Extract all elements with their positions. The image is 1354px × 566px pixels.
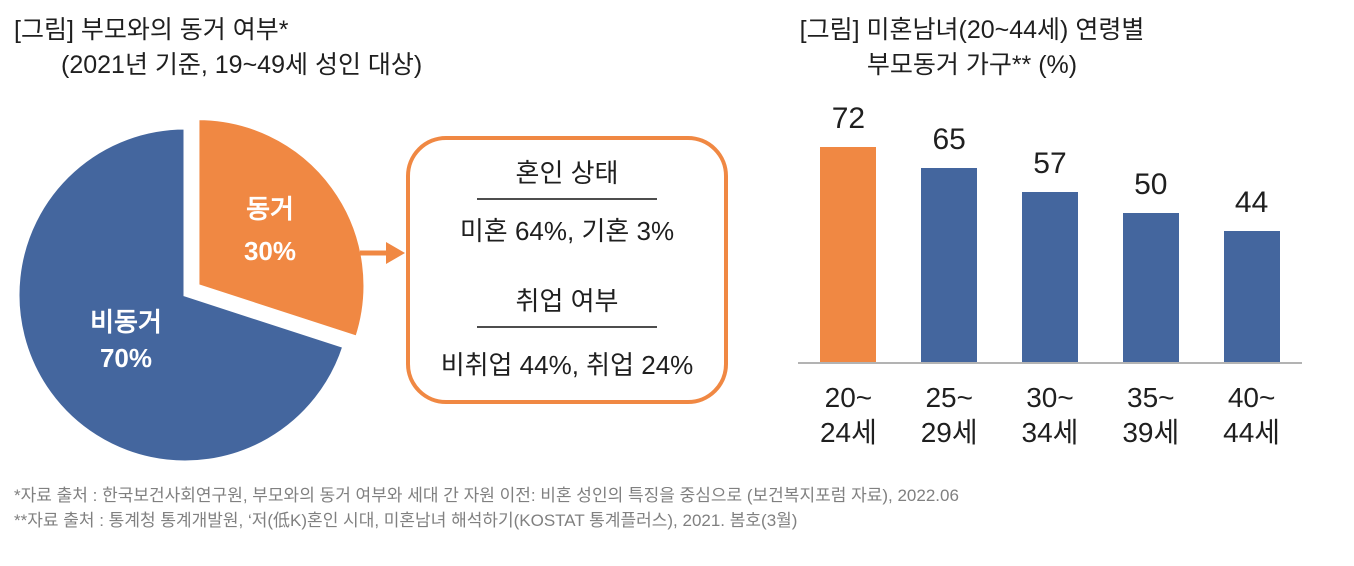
- bar-rect: [1223, 231, 1280, 363]
- category-label-line: 39세: [1122, 417, 1180, 448]
- pie-chart-title-line2: (2021년 기준, 19~49세 성인 대상): [61, 51, 423, 79]
- pie-slice-동거: [196, 117, 367, 340]
- bar-value-label: 72: [831, 102, 866, 135]
- bar-value-label: 65: [932, 123, 966, 156]
- category-label-line: 25~: [925, 382, 973, 413]
- bar-chart: 72 65 57 50 44: [798, 96, 1302, 363]
- bar-chart-title-line2: 부모동거 가구** (%): [866, 51, 1078, 79]
- category-label-line: 35~: [1127, 382, 1175, 413]
- category-label: 25~ 29세: [899, 380, 1000, 450]
- footnote-1: *자료 출처 : 한국보건사회연구원, 부모와의 동거 여부와 세대 간 자원 …: [14, 486, 959, 505]
- category-label-line: 30~: [1026, 382, 1074, 413]
- bar-chart-baseline: [798, 362, 1302, 364]
- footnote-2: **자료 출처 : 통계청 통계개발원, ‘저(低K)혼인 시대, 미혼남녀 해…: [14, 511, 798, 530]
- bar-value-label: 44: [1234, 186, 1269, 219]
- bar-group-25~29세: 65: [899, 96, 1000, 363]
- bar-rect: [1122, 213, 1179, 363]
- callout-marital-title: 혼인 상태: [515, 158, 619, 188]
- callout-rule-1: [477, 198, 657, 200]
- category-label-line: 20~: [824, 382, 873, 413]
- bar-group-20~24세: 72: [798, 96, 899, 363]
- pie-chart-title: [그림] 부모와의 동거 여부* (2021년 기준, 19~49세 성인 대상…: [14, 13, 422, 83]
- category-label: 35~ 39세: [1100, 380, 1201, 450]
- category-label-line: 40~: [1227, 382, 1276, 413]
- bar-rect: [921, 168, 978, 363]
- footnotes: *자료 출처 : 한국보건사회연구원, 부모와의 동거 여부와 세대 간 자원 …: [14, 483, 959, 533]
- bar-chart-title-line1: [그림] 미혼남녀(20~44세) 연령별: [799, 16, 1145, 44]
- bar-rect: [820, 147, 877, 363]
- category-label: 40~ 44세: [1201, 380, 1302, 450]
- bar-group-35~39세: 50: [1100, 96, 1201, 363]
- bar-rect: [1021, 192, 1078, 363]
- bar-group-40~44세: 44: [1201, 96, 1302, 363]
- callout-arrow-head-icon: [386, 242, 405, 264]
- category-label: 20~ 24세: [798, 380, 899, 450]
- category-label: 30~ 34세: [1000, 380, 1101, 450]
- callout-box: 혼인 상태 미혼 64%, 기혼 3% 취업 여부 비취업 44%, 취업 24…: [406, 136, 728, 404]
- bar-value-label: 57: [1033, 147, 1067, 180]
- callout-employment-title: 취업 여부: [515, 286, 619, 316]
- callout-rule-2: [477, 326, 657, 328]
- pie-slice-비동거: [16, 126, 346, 464]
- bar-chart-title: [그림] 미혼남녀(20~44세) 연령별 부모동거 가구** (%): [762, 13, 1182, 83]
- pie-slice-label-비동거-value: 70%: [100, 343, 152, 373]
- pie-chart-title-line1: [그림] 부모와의 동거 여부*: [14, 16, 289, 44]
- pie-slice-label-동거: 동거: [246, 194, 294, 224]
- callout-employment-value: 비취업 44%, 취업 24%: [440, 350, 694, 380]
- bar-group-30~34세: 57: [1000, 96, 1101, 363]
- category-label-line: 44세: [1223, 417, 1281, 448]
- pie-slice-label-비동거: 비동거: [90, 307, 162, 337]
- category-label-line: 29세: [920, 417, 978, 448]
- pie-chart: 동거 30% 비동거 70%: [16, 117, 405, 464]
- bar-value-label: 50: [1134, 168, 1168, 201]
- callout-marital-value: 미혼 64%, 기혼 3%: [459, 216, 675, 246]
- category-label-line: 34세: [1021, 417, 1079, 448]
- pie-slice-label-동거-value: 30%: [244, 236, 296, 266]
- category-label-line: 24세: [819, 417, 877, 448]
- bar-chart-category-axis: 20~ 24세 25~ 29세 30~ 34세 35~ 39세 40~ 44세: [798, 380, 1302, 450]
